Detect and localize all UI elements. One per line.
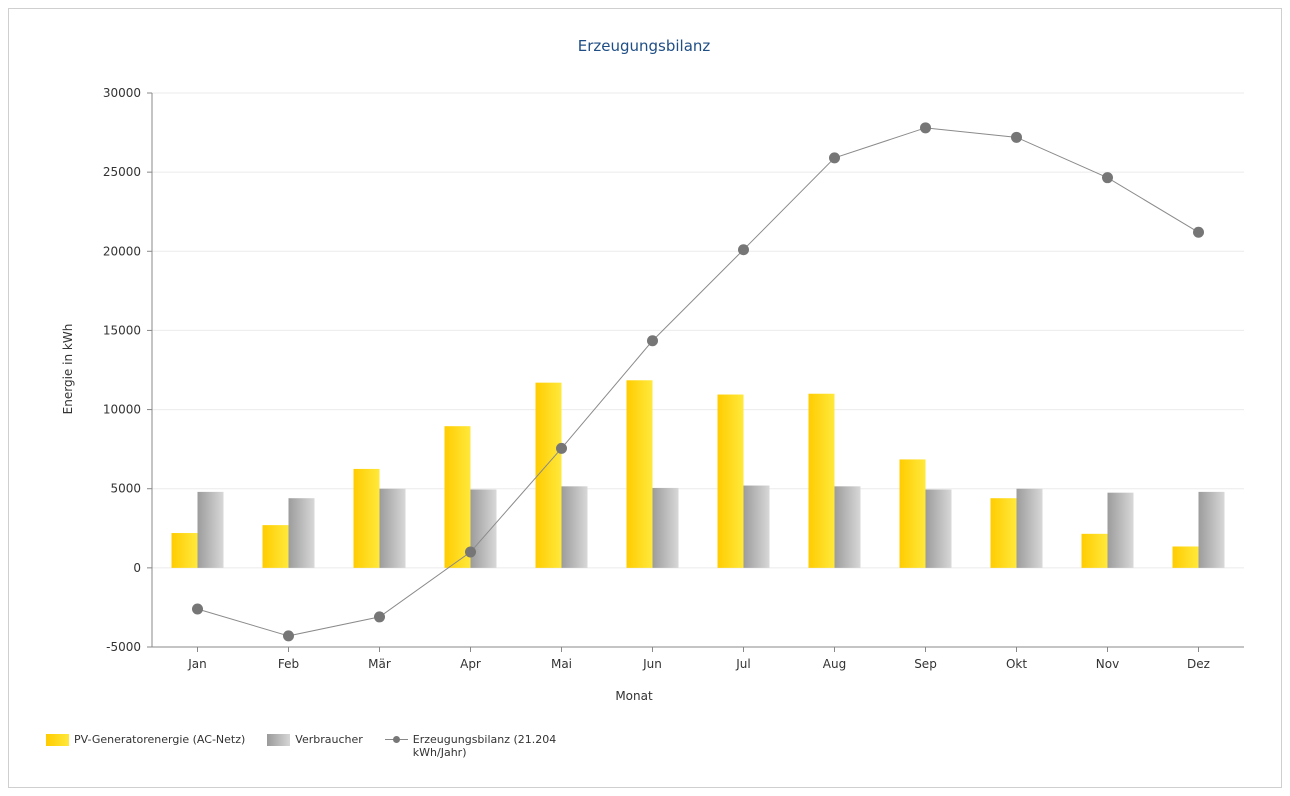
bar-consumer[interactable] xyxy=(1107,492,1134,568)
legend-label-consumer: Verbraucher xyxy=(295,733,363,746)
bar-pv[interactable] xyxy=(899,459,926,568)
balance-point[interactable] xyxy=(556,442,567,454)
balance-line xyxy=(197,127,1199,637)
bar-consumer[interactable] xyxy=(197,491,224,568)
bar-consumer[interactable] xyxy=(288,498,315,568)
balance-point[interactable] xyxy=(920,122,931,134)
x-tick-label: Jun xyxy=(642,657,662,671)
bar-pv[interactable] xyxy=(808,393,835,568)
bar-pv[interactable] xyxy=(444,426,471,568)
bar-pv[interactable] xyxy=(1172,546,1199,568)
legend-item-consumer[interactable]: Verbraucher xyxy=(267,733,363,746)
bar-pv[interactable] xyxy=(171,533,198,568)
bar-consumer[interactable] xyxy=(1016,488,1043,568)
production-balance-chart: Erzeugungsbilanz -5000 0 5000 10000 15000 200… xyxy=(61,37,1244,703)
legend-item-pv[interactable]: PV-Generatorenergie (AC-Netz) xyxy=(46,733,245,746)
bar-consumer[interactable] xyxy=(379,488,406,568)
bar-pv[interactable] xyxy=(990,498,1017,568)
x-tick-label: Aug xyxy=(823,657,846,671)
legend-item-balance[interactable]: Erzeugungsbilanz (21.204 kWh/Jahr) xyxy=(384,733,563,759)
bar-consumer[interactable] xyxy=(743,485,770,568)
balance-point[interactable] xyxy=(283,630,294,642)
bar-series xyxy=(171,380,1225,568)
bar-pv[interactable] xyxy=(626,380,653,568)
bar-consumer[interactable] xyxy=(470,489,497,568)
legend-label-balance: Erzeugungsbilanz (21.204 kWh/Jahr) xyxy=(412,733,557,759)
legend-swatch-consumer xyxy=(267,734,291,746)
bar-consumer[interactable] xyxy=(652,487,679,568)
y-tick-label: -5000 xyxy=(106,640,141,654)
legend-swatch-balance xyxy=(384,733,408,747)
bar-consumer[interactable] xyxy=(561,486,588,568)
balance-point[interactable] xyxy=(465,546,476,558)
y-tick-label: 25000 xyxy=(103,165,141,179)
bar-consumer[interactable] xyxy=(1198,491,1225,568)
bar-consumer[interactable] xyxy=(834,486,861,568)
legend-label-pv: PV-Generatorenergie (AC-Netz) xyxy=(74,733,246,746)
balance-point[interactable] xyxy=(738,244,749,256)
x-tick-label: Apr xyxy=(460,657,481,671)
x-tick-label: Sep xyxy=(914,657,937,671)
y-tick-label: 15000 xyxy=(103,323,141,337)
x-tick-label: Okt xyxy=(1006,657,1027,671)
x-tick-label: Jan xyxy=(187,657,207,671)
y-tick-label: 20000 xyxy=(103,244,141,258)
grid-lines xyxy=(152,92,1244,648)
chart-frame: Erzeugungsbilanz -5000 0 5000 10000 15000 200… xyxy=(8,8,1282,788)
chart-title: Erzeugungsbilanz xyxy=(578,37,711,55)
bar-pv[interactable] xyxy=(717,394,744,568)
y-axis: -5000 0 5000 10000 15000 20000 25000 30000 xyxy=(103,86,153,654)
x-tick-label: Feb xyxy=(278,657,299,671)
y-tick-label: 0 xyxy=(133,561,141,575)
balance-point[interactable] xyxy=(1193,226,1204,238)
bar-pv[interactable] xyxy=(353,468,380,568)
x-tick-label: Nov xyxy=(1096,657,1119,671)
x-tick-label: Jul xyxy=(735,657,750,671)
y-tick-label: 30000 xyxy=(103,86,141,100)
y-tick-label: 5000 xyxy=(110,482,141,496)
balance-point[interactable] xyxy=(192,603,203,615)
x-axis: Jan Feb Mär Apr Mai Jun Jul Aug Sep Okt Nov Dez xyxy=(152,646,1244,671)
bar-pv[interactable] xyxy=(535,382,562,568)
x-tick-label: Mär xyxy=(368,657,391,671)
balance-point[interactable] xyxy=(829,152,840,164)
y-tick-label: 10000 xyxy=(103,403,141,417)
balance-point[interactable] xyxy=(1011,131,1022,143)
balance-point[interactable] xyxy=(374,611,385,623)
balance-point[interactable] xyxy=(1102,172,1113,184)
x-tick-label: Dez xyxy=(1187,657,1210,671)
y-axis-title: Energie in kWh xyxy=(61,324,75,415)
x-axis-title: Monat xyxy=(615,689,653,703)
chart-legend: PV-Generatorenergie (AC-Netz) Verbrauche… xyxy=(46,733,585,759)
bar-pv[interactable] xyxy=(1081,533,1108,568)
x-tick-label: Mai xyxy=(551,657,572,671)
legend-swatch-pv xyxy=(46,734,69,746)
bar-pv[interactable] xyxy=(262,525,289,568)
line-series xyxy=(192,122,1204,642)
bar-consumer[interactable] xyxy=(925,489,952,568)
balance-point[interactable] xyxy=(647,335,658,347)
